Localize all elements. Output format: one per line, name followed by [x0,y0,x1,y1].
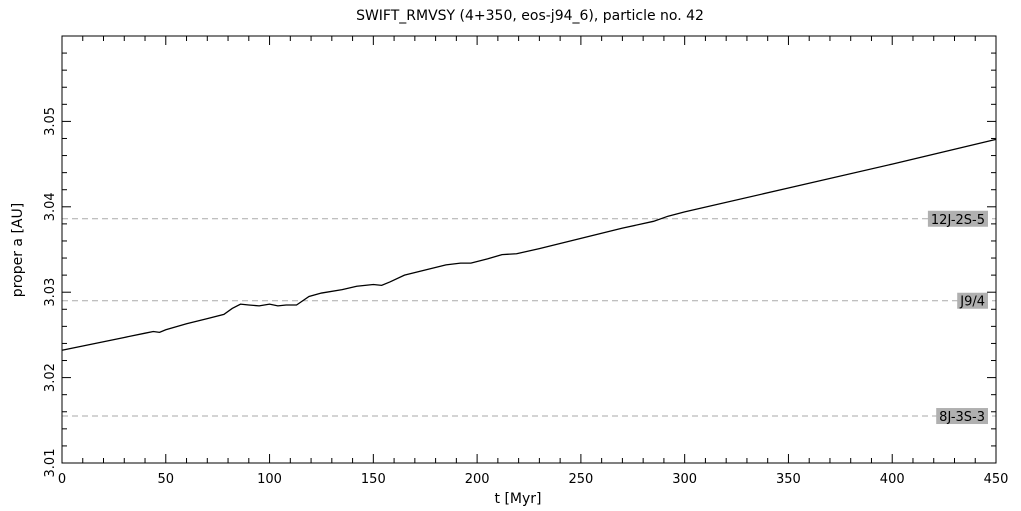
x-tick-label: 100 [257,472,282,487]
x-axis-label: t [Myr] [495,491,542,507]
resonance-label: 12J-2S-5 [927,210,988,228]
resonance-label: J9/4 [957,292,988,310]
y-tick-label: 3.01 [43,449,58,478]
data-series [61,138,997,351]
x-tick-label: 250 [568,472,593,487]
series-line [61,138,997,351]
x-tick-label: 300 [672,472,697,487]
y-tick-label: 3.03 [43,278,58,307]
resonance-label-text: 12J-2S-5 [931,213,985,228]
resonance-labels: 12J-2S-5 J9/4 8J-3S-3 [927,210,988,425]
y-tick-label: 3.04 [43,192,58,221]
x-tick-label: 350 [776,472,801,487]
x-tick-label: 0 [58,472,66,487]
y-tick-label: 3.05 [43,107,58,136]
resonance-label-bg [927,210,988,227]
x-tick-label: 200 [465,472,490,487]
x-tick-label: 50 [158,472,175,487]
resonance-label-text: 8J-3S-3 [939,410,985,425]
x-tick-label: 400 [880,472,905,487]
resonance-label: 8J-3S-3 [936,408,988,425]
resonance-label-bg [936,408,988,425]
resonance-label-bg [957,292,988,309]
y-tick-label: 3.02 [43,363,58,392]
resonance-lines [62,218,996,417]
resonance-label-text: J9/4 [959,295,985,310]
y-axis-label: proper a [AU] [10,203,26,297]
x-tick-label: 150 [361,472,386,487]
x-tick-label: 450 [984,472,1009,487]
chart-title: SWIFT_RMVSY (4+350, eos-j94_6), particle… [356,8,704,24]
plot-frame [61,35,997,464]
axes: 0 50 100 150 200 250 300 350 400 450 3.01 3.02 3.03 3… [43,35,1009,487]
